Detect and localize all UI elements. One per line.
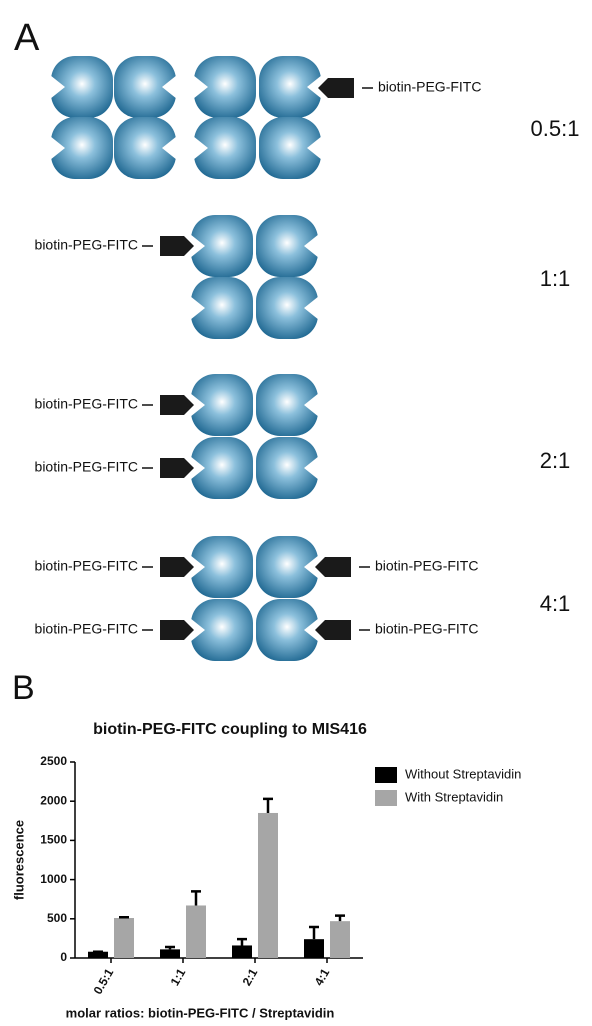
biotin-pin (318, 78, 354, 98)
biotin-pin (315, 557, 351, 577)
x-tick-label: 4:1 (312, 966, 333, 988)
pin-label: biotin-PEG-FITC (35, 558, 138, 574)
pin-label: biotin-PEG-FITC (35, 459, 138, 475)
bar (232, 945, 252, 958)
error-bar (191, 891, 201, 905)
error-bar (119, 917, 129, 918)
pin-label: biotin-PEG-FITC (375, 558, 478, 574)
bar (160, 949, 180, 958)
legend-swatch (375, 767, 397, 783)
x-tick-label: 2:1 (240, 966, 261, 988)
bar (330, 921, 350, 958)
legend-label: Without Streptavidin (405, 766, 521, 781)
biotin-pin (315, 620, 351, 640)
figure: A B biotin-PEG-FITC coupling to MIS416 f… (0, 0, 592, 1026)
biotin-pin (160, 620, 194, 640)
pin-label: biotin-PEG-FITC (35, 237, 138, 253)
pin-label: biotin-PEG-FITC (35, 396, 138, 412)
y-tick-label: 1000 (40, 872, 67, 886)
x-axis-label: molar ratios: biotin-PEG-FITC / Streptav… (66, 1005, 335, 1020)
error-bar (263, 799, 273, 813)
bar (186, 905, 206, 958)
pin-label: biotin-PEG-FITC (35, 621, 138, 637)
legend-label: With Streptavidin (405, 789, 503, 804)
biotin-pin (160, 236, 194, 256)
ratio-label: 2:1 (540, 448, 571, 473)
error-bar (237, 939, 247, 945)
x-tick-label: 0.5:1 (91, 966, 117, 997)
bar (258, 813, 278, 958)
y-tick-label: 2000 (40, 793, 67, 807)
legend-swatch (375, 790, 397, 806)
y-tick-label: 2500 (40, 754, 67, 768)
ratio-label: 1:1 (540, 266, 571, 291)
panel-label: A (14, 17, 40, 59)
error-bar (165, 947, 175, 949)
ratio-label: 0.5:1 (531, 116, 580, 141)
y-tick-label: 500 (47, 911, 67, 925)
y-tick-label: 0 (60, 950, 67, 964)
pin-label: biotin-PEG-FITC (378, 79, 481, 95)
biotin-pin (160, 557, 194, 577)
x-tick-label: 1:1 (168, 966, 189, 988)
y-tick-label: 1500 (40, 833, 67, 847)
pin-label: biotin-PEG-FITC (375, 621, 478, 637)
ratio-label: 4:1 (540, 591, 571, 616)
error-bar (335, 916, 345, 921)
error-bar (309, 927, 319, 939)
biotin-pin (160, 458, 194, 478)
bar (114, 918, 134, 958)
y-axis-label: fluorescence (11, 820, 26, 900)
panel-label: B (12, 669, 35, 707)
bar (304, 939, 324, 958)
chart-title: biotin-PEG-FITC coupling to MIS416 (93, 721, 367, 738)
biotin-pin (160, 395, 194, 415)
